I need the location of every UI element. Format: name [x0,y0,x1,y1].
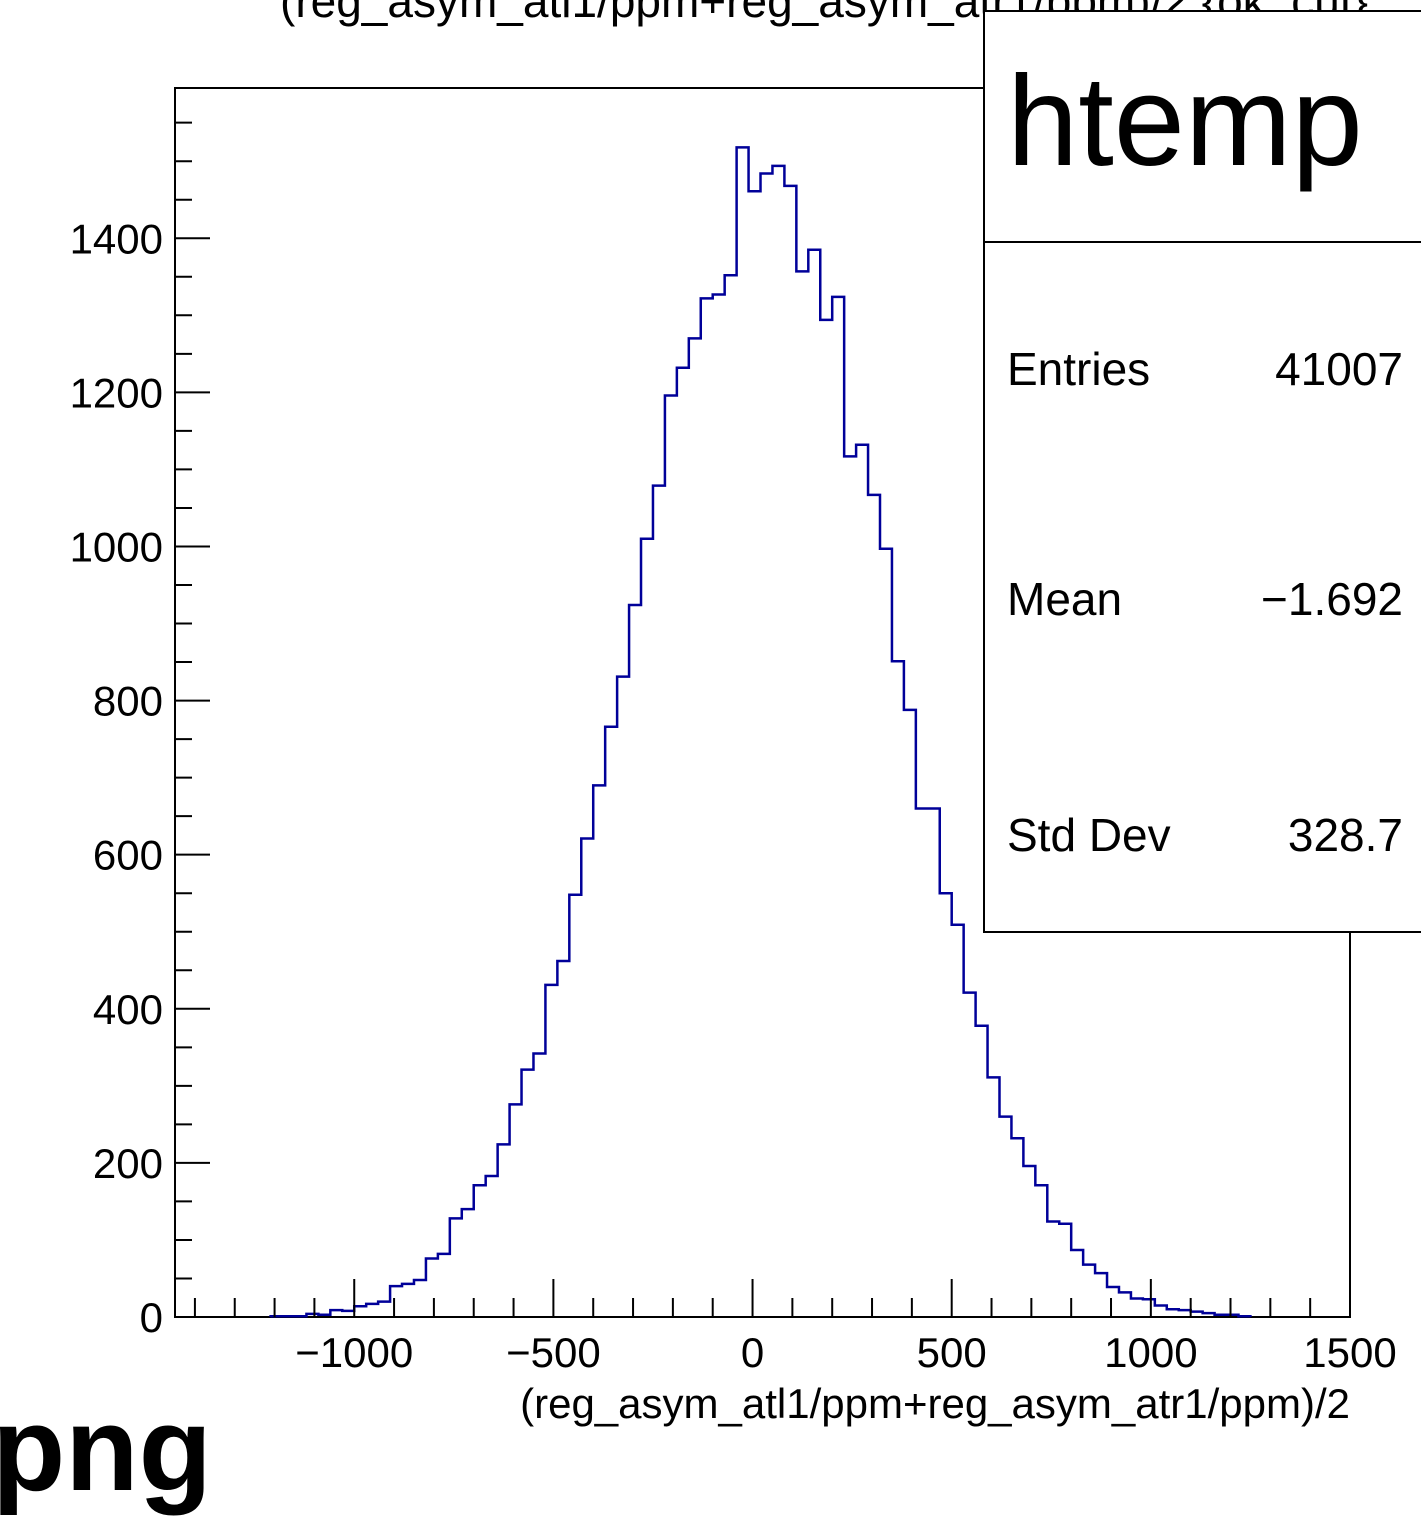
corner-text: png [0,1382,212,1516]
stats-mean-label: Mean [1007,573,1123,625]
histogram-line [269,146,1252,1318]
y-tick-label: 200 [93,1140,163,1187]
y-tick-label: 600 [93,832,163,879]
y-tick-label: 800 [93,678,163,725]
y-tick-label: 0 [140,1294,163,1341]
stats-stddev-label: Std Dev [1007,809,1171,861]
stats-mean-value: −1.692 [1261,573,1403,625]
stats-entries-label: Entries [1007,343,1151,395]
x-tick-label: 1000 [1104,1329,1197,1376]
y-tick-label: 1400 [70,215,163,262]
x-tick-label: 500 [917,1329,987,1376]
x-tick-label: −1000 [295,1329,413,1376]
x-tick-label: 1500 [1303,1329,1396,1376]
histogram-chart: −1000 −500 0 500 1000 1500 0 200 400 600 800 1000 12… [70,87,1397,1427]
y-tick-label: 400 [93,986,163,1033]
stats-stddev-value: 328.7 [1287,809,1403,861]
stats-box: htemp Entries 41007 Mean −1.692 Std Dev … [983,10,1421,933]
stats-entries-value: 41007 [1275,343,1403,395]
x-axis-label: (reg_asym_atl1/ppm+reg_asym_atr1/ppm)/2 [520,1380,1350,1427]
x-tick-label: 0 [741,1329,764,1376]
y-tick-label: 1200 [70,369,163,416]
stats-title: htemp [1007,50,1363,193]
x-tick-label: −500 [506,1329,601,1376]
y-tick-label: 1000 [70,523,163,570]
stats-title-cell: htemp [985,12,1421,243]
